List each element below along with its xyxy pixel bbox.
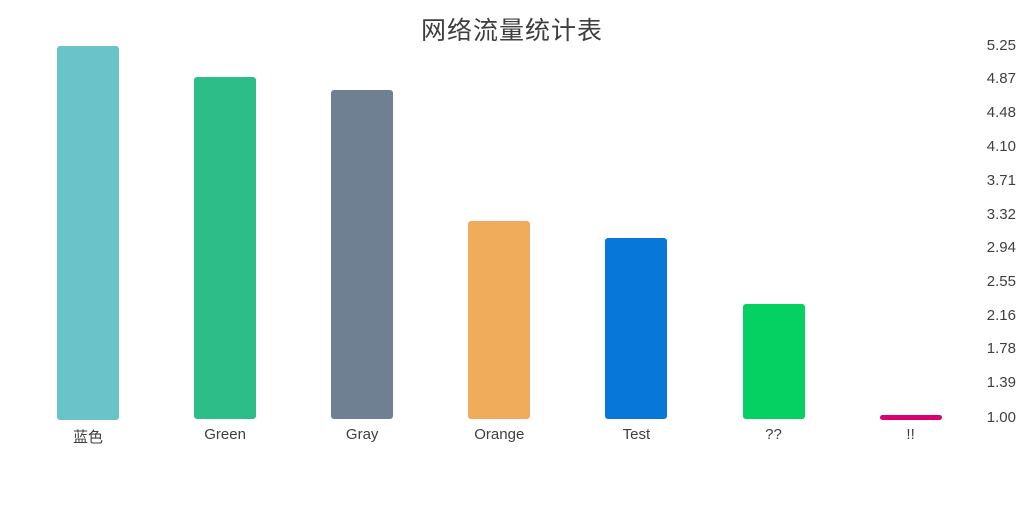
y-tick-label: 4.87: [986, 70, 1016, 88]
category-label: 蓝色: [72, 429, 103, 446]
y-tick-label: 3.71: [986, 171, 1016, 189]
y-tick-label: 5.25: [986, 37, 1016, 54]
y-axis: 5.25 4.87 4.48 4.10 3.71 3.32 2.94 2.55 2.16 1.78…: [964, 0, 1016, 512]
y-tick-label: 2.55: [986, 273, 1016, 290]
y-tick-label: 2.16: [986, 307, 1016, 325]
bar-!![interactable]: [879, 414, 942, 420]
category-label: !!: [906, 426, 915, 443]
category-label: Orange: [474, 426, 525, 443]
category-label: Gray: [345, 426, 379, 443]
category-label: Test: [622, 426, 651, 443]
bar-Test[interactable]: [605, 238, 668, 420]
bar-Gray[interactable]: [331, 89, 394, 420]
y-tick-label: 3.32: [986, 205, 1016, 223]
bar-Green[interactable]: [194, 76, 257, 420]
y-tick-label: 1.00: [986, 408, 1016, 426]
category-label: Green: [204, 426, 246, 443]
bar-??[interactable]: [742, 303, 805, 420]
plot-area: 蓝色 Green Gray Orange Test??!!: [57, 46, 942, 446]
y-tick-label: 2.94: [986, 238, 1016, 256]
category-label: ??: [765, 426, 782, 443]
y-tick-label: 1.78: [986, 340, 1016, 358]
chart-title: 网络流量统计表: [420, 17, 603, 45]
y-tick-label: 4.10: [986, 137, 1016, 155]
y-tick-label: 1.39: [986, 374, 1016, 392]
bar-蓝色[interactable]: [57, 46, 119, 420]
bar-Orange[interactable]: [468, 220, 531, 420]
y-tick-label: 4.48: [986, 104, 1016, 122]
